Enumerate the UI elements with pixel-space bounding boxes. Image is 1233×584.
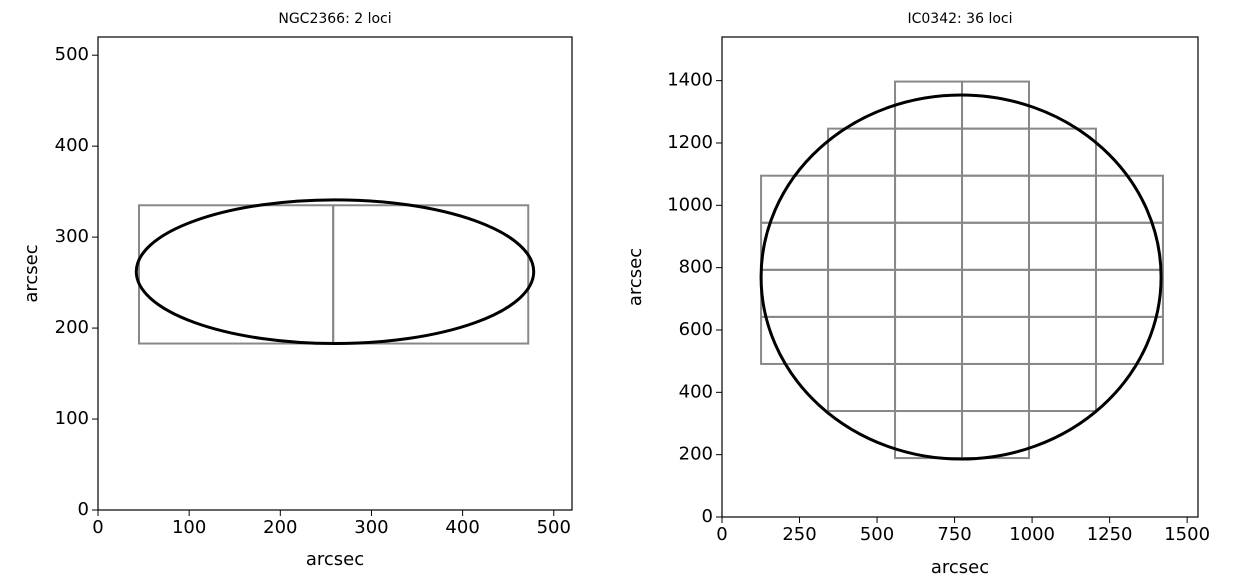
x-tick-label: 100: [172, 517, 206, 538]
locus: [961, 174, 1030, 224]
locus: [894, 80, 964, 130]
y-tick-label: 1000: [667, 194, 713, 215]
locus: [827, 127, 897, 177]
locus: [894, 268, 964, 318]
locus: [961, 80, 1030, 130]
y-axis-label: arcsec: [21, 244, 42, 302]
x-tick-label: 250: [782, 524, 816, 545]
y-tick-label: 100: [55, 408, 89, 429]
x-axis-label: arcsec: [306, 549, 364, 570]
locus: [827, 315, 897, 365]
locus: [961, 221, 1030, 271]
chart-title: IC0342: 36 loci: [907, 11, 1012, 27]
locus: [827, 221, 897, 271]
locus: [1027, 362, 1097, 413]
locus: [827, 174, 897, 224]
locus: [1094, 174, 1164, 224]
locus: [961, 127, 1030, 177]
galaxy-ellipse: [134, 198, 536, 346]
y-tick-label: 1200: [667, 132, 713, 153]
x-tick-label: 200: [263, 517, 297, 538]
locus: [894, 221, 964, 271]
locus: [894, 127, 964, 177]
y-tick-label: 1400: [667, 70, 713, 91]
locus: [760, 315, 830, 365]
locus: [138, 204, 335, 345]
y-tick-label: 400: [55, 135, 89, 156]
y-tick-label: 400: [679, 381, 713, 402]
x-tick-label: 1500: [1164, 524, 1210, 545]
y-tick-label: 0: [702, 506, 713, 527]
locus: [961, 315, 1030, 365]
y-tick-label: 800: [679, 257, 713, 278]
locus: [1027, 315, 1097, 365]
x-tick-label: 400: [445, 517, 479, 538]
locus: [961, 268, 1030, 318]
x-axis-label: arcsec: [931, 557, 989, 578]
x-tick-label: 300: [354, 517, 388, 538]
locus: [894, 362, 964, 413]
y-tick-label: 300: [55, 226, 89, 247]
x-tick-label: 500: [860, 524, 894, 545]
locus: [827, 268, 897, 318]
locus: [760, 221, 830, 271]
plot-frame: [721, 36, 1199, 518]
locus: [760, 268, 830, 318]
y-axis-label: arcsec: [625, 248, 646, 306]
x-tick-label: 1000: [1009, 524, 1055, 545]
locus: [894, 315, 964, 365]
plot-frame: [97, 36, 573, 511]
y-tick-label: 0: [78, 499, 89, 520]
locus: [1027, 127, 1097, 177]
locus: [894, 174, 964, 224]
y-tick-label: 200: [55, 317, 89, 338]
y-tick-label: 500: [55, 44, 89, 65]
x-tick-label: 750: [937, 524, 971, 545]
y-tick-label: 200: [679, 444, 713, 465]
x-tick-label: 0: [716, 524, 727, 545]
locus: [1027, 268, 1097, 318]
locus: [1027, 174, 1097, 224]
locus: [961, 362, 1030, 413]
x-tick-label: 0: [92, 517, 103, 538]
y-tick-label: 600: [679, 319, 713, 340]
locus: [1094, 268, 1164, 318]
locus: [1027, 221, 1097, 271]
galaxy-ellipse: [759, 93, 1163, 461]
locus: [827, 362, 897, 413]
x-tick-label: 1250: [1087, 524, 1133, 545]
x-tick-label: 500: [537, 517, 571, 538]
chart-title: NGC2366: 2 loci: [278, 11, 391, 27]
locus: [760, 174, 830, 224]
locus: [332, 204, 530, 345]
